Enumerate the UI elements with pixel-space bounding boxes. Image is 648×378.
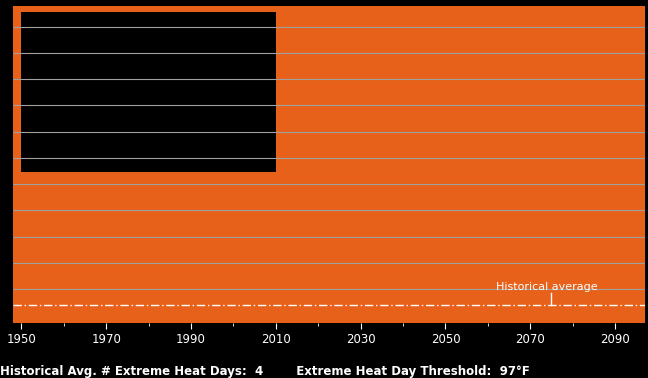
Bar xyxy=(21,91,276,120)
Bar xyxy=(21,117,276,146)
Bar xyxy=(21,12,276,41)
Text: Historical average: Historical average xyxy=(496,282,598,292)
Text: Historical Avg. # Extreme Heat Days:  4        Extreme Heat Day Threshold:  97°F: Historical Avg. # Extreme Heat Days: 4 E… xyxy=(0,365,530,378)
Bar xyxy=(21,39,276,67)
Bar xyxy=(21,143,276,172)
Bar xyxy=(21,65,276,94)
